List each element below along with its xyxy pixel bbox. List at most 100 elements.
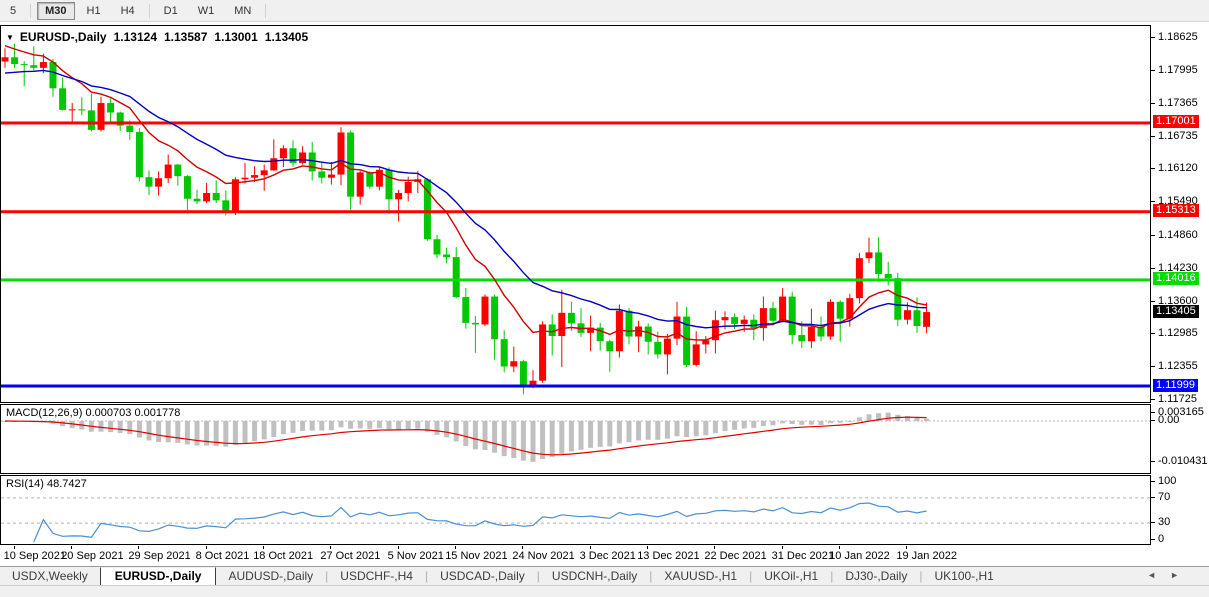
chart-tab-USDCNH-Daily[interactable]: USDCNH-,Daily bbox=[551, 569, 638, 583]
timeframe-button-MN[interactable]: MN bbox=[234, 4, 252, 17]
candle bbox=[654, 341, 662, 355]
chart-tab-UKOil-H1[interactable]: UKOil-,H1 bbox=[764, 569, 819, 583]
date-label: 18 Oct 2021 bbox=[253, 550, 314, 562]
rsi-canvas[interactable] bbox=[1, 476, 1150, 544]
candle bbox=[702, 340, 710, 345]
candle bbox=[462, 297, 470, 323]
chart-tab-USDCHF-H4[interactable]: USDCHF-,H4 bbox=[340, 569, 413, 583]
candle bbox=[539, 324, 547, 381]
date-tick bbox=[263, 546, 265, 549]
macd-histogram-bar bbox=[501, 421, 507, 457]
tab-separator: | bbox=[919, 569, 923, 583]
price-tick bbox=[1151, 102, 1155, 104]
candle bbox=[510, 361, 518, 367]
toolbar-separator bbox=[148, 3, 150, 18]
candle bbox=[731, 317, 739, 324]
date-tick bbox=[455, 546, 457, 549]
candle bbox=[174, 164, 182, 177]
price-tick-label: 1.16120 bbox=[1158, 162, 1198, 175]
macd-main-value: 0.000703 bbox=[85, 407, 132, 419]
macd-signal-line bbox=[4, 416, 927, 456]
price-tick-label: 1.11725 bbox=[1158, 393, 1197, 406]
candle bbox=[30, 65, 38, 68]
chart-tab-DJ30-Daily[interactable]: DJ30-,Daily bbox=[845, 569, 908, 583]
macd-histogram-bar bbox=[434, 421, 440, 435]
macd-histogram-bar bbox=[424, 421, 430, 432]
chart-tab-USDX-Weekly[interactable]: USDX,Weekly bbox=[12, 569, 88, 583]
macd-histogram-bar bbox=[357, 421, 363, 429]
candle bbox=[107, 103, 115, 113]
price-tick-label: 1.17995 bbox=[1158, 63, 1198, 76]
macd-canvas[interactable] bbox=[1, 405, 1150, 473]
macd-histogram-bar bbox=[837, 421, 843, 423]
candle bbox=[308, 152, 316, 172]
candle bbox=[491, 296, 499, 340]
chart-symbol-label: EURUSD-,Daily bbox=[19, 30, 107, 44]
chart-tab-USDCAD-Daily[interactable]: USDCAD-,Daily bbox=[440, 569, 525, 583]
rsi-panel: RSI(14) 48.7427 bbox=[0, 475, 1151, 545]
timeframe-button-D1[interactable]: D1 bbox=[163, 4, 178, 17]
macd-signal-value: 0.001778 bbox=[134, 407, 181, 419]
macd-panel: MACD(12,26,9) 0.000703 0.001778 bbox=[0, 404, 1151, 474]
macd-axis: 0.003165 0.00 -0.010431 bbox=[1151, 404, 1209, 474]
macd-histogram-bar bbox=[703, 421, 709, 436]
chart-tab-AUDUSD-Daily[interactable]: AUDUSD-,Daily bbox=[228, 569, 314, 583]
candle bbox=[769, 308, 777, 321]
candle bbox=[625, 310, 633, 337]
date-tick bbox=[13, 546, 15, 549]
macd-histogram-bar bbox=[194, 421, 200, 446]
tab-scroll-left-icon[interactable]: ◄ bbox=[1147, 570, 1171, 580]
candle bbox=[865, 252, 873, 259]
macd-histogram-bar bbox=[876, 413, 882, 421]
macd-histogram-bar bbox=[722, 421, 728, 432]
macd-tick-label: -0.010431 bbox=[1158, 454, 1208, 467]
chart-tab-XAUUSD-H1[interactable]: XAUUSD-,H1 bbox=[664, 569, 738, 583]
timeframe-button-5[interactable]: 5 bbox=[10, 4, 17, 17]
candle bbox=[78, 109, 86, 111]
macd-histogram-bar bbox=[856, 417, 862, 421]
candle bbox=[721, 317, 729, 321]
rsi-header: RSI(14) 48.7427 bbox=[6, 478, 87, 490]
macd-label: MACD(12,26,9) bbox=[6, 407, 83, 419]
price-chart-canvas[interactable] bbox=[1, 26, 1150, 402]
macd-histogram-bar bbox=[674, 421, 680, 437]
macd-histogram-bar bbox=[444, 421, 450, 438]
horizontal-level-line bbox=[1, 121, 1150, 125]
date-label: 10 Jan 2022 bbox=[829, 550, 890, 562]
macd-histogram-bar bbox=[376, 421, 382, 429]
chart-tab-EURUSD-Daily[interactable]: EURUSD-,Daily bbox=[99, 567, 217, 588]
candle bbox=[759, 308, 767, 329]
time-axis[interactable]: 10 Sep 2021 20 Sep 2021 29 Sep 2021 8 Oct 2… bbox=[0, 546, 1151, 566]
price-tick-label: 1.16735 bbox=[1158, 129, 1198, 142]
macd-histogram-bar bbox=[655, 421, 661, 440]
timeframe-button-H1[interactable]: H1 bbox=[86, 4, 101, 17]
timeframe-button-M30[interactable]: M30 bbox=[37, 1, 75, 20]
macd-histogram-bar bbox=[885, 412, 891, 421]
tab-scroll-right-icon[interactable]: ► bbox=[1170, 570, 1193, 580]
price-axis[interactable]: 1.18625 1.17995 1.17365 1.16735 1.16120 1.154… bbox=[1151, 25, 1209, 406]
rsi-tick bbox=[1151, 539, 1155, 540]
symbol-dropdown-icon[interactable]: ▼ bbox=[6, 33, 14, 42]
price-tick-label: 1.17365 bbox=[1158, 96, 1198, 109]
price-tick-label: 1.14230 bbox=[1158, 261, 1198, 274]
candle bbox=[231, 179, 239, 213]
timeframe-button-H4[interactable]: H4 bbox=[120, 4, 135, 17]
candle bbox=[846, 298, 854, 319]
candle bbox=[87, 110, 95, 130]
candle bbox=[481, 296, 489, 325]
ohlc-close: 1.13405 bbox=[264, 30, 309, 44]
rsi-axis: 100 70 30 0 bbox=[1151, 475, 1209, 545]
rsi-tick bbox=[1151, 522, 1155, 524]
timeframe-button-W1[interactable]: W1 bbox=[197, 4, 215, 17]
chart-tab-UK100-H1[interactable]: UK100-,H1 bbox=[934, 569, 994, 583]
macd-histogram-bar bbox=[280, 421, 286, 435]
price-tick bbox=[1151, 300, 1155, 302]
candle bbox=[49, 62, 57, 89]
candle bbox=[375, 169, 383, 187]
macd-histogram-bar bbox=[732, 421, 738, 430]
macd-histogram-bar bbox=[808, 421, 814, 425]
macd-histogram-bar bbox=[98, 421, 104, 432]
macd-histogram-bar bbox=[645, 421, 651, 440]
candle bbox=[222, 200, 230, 213]
macd-histogram-bar bbox=[60, 421, 66, 427]
